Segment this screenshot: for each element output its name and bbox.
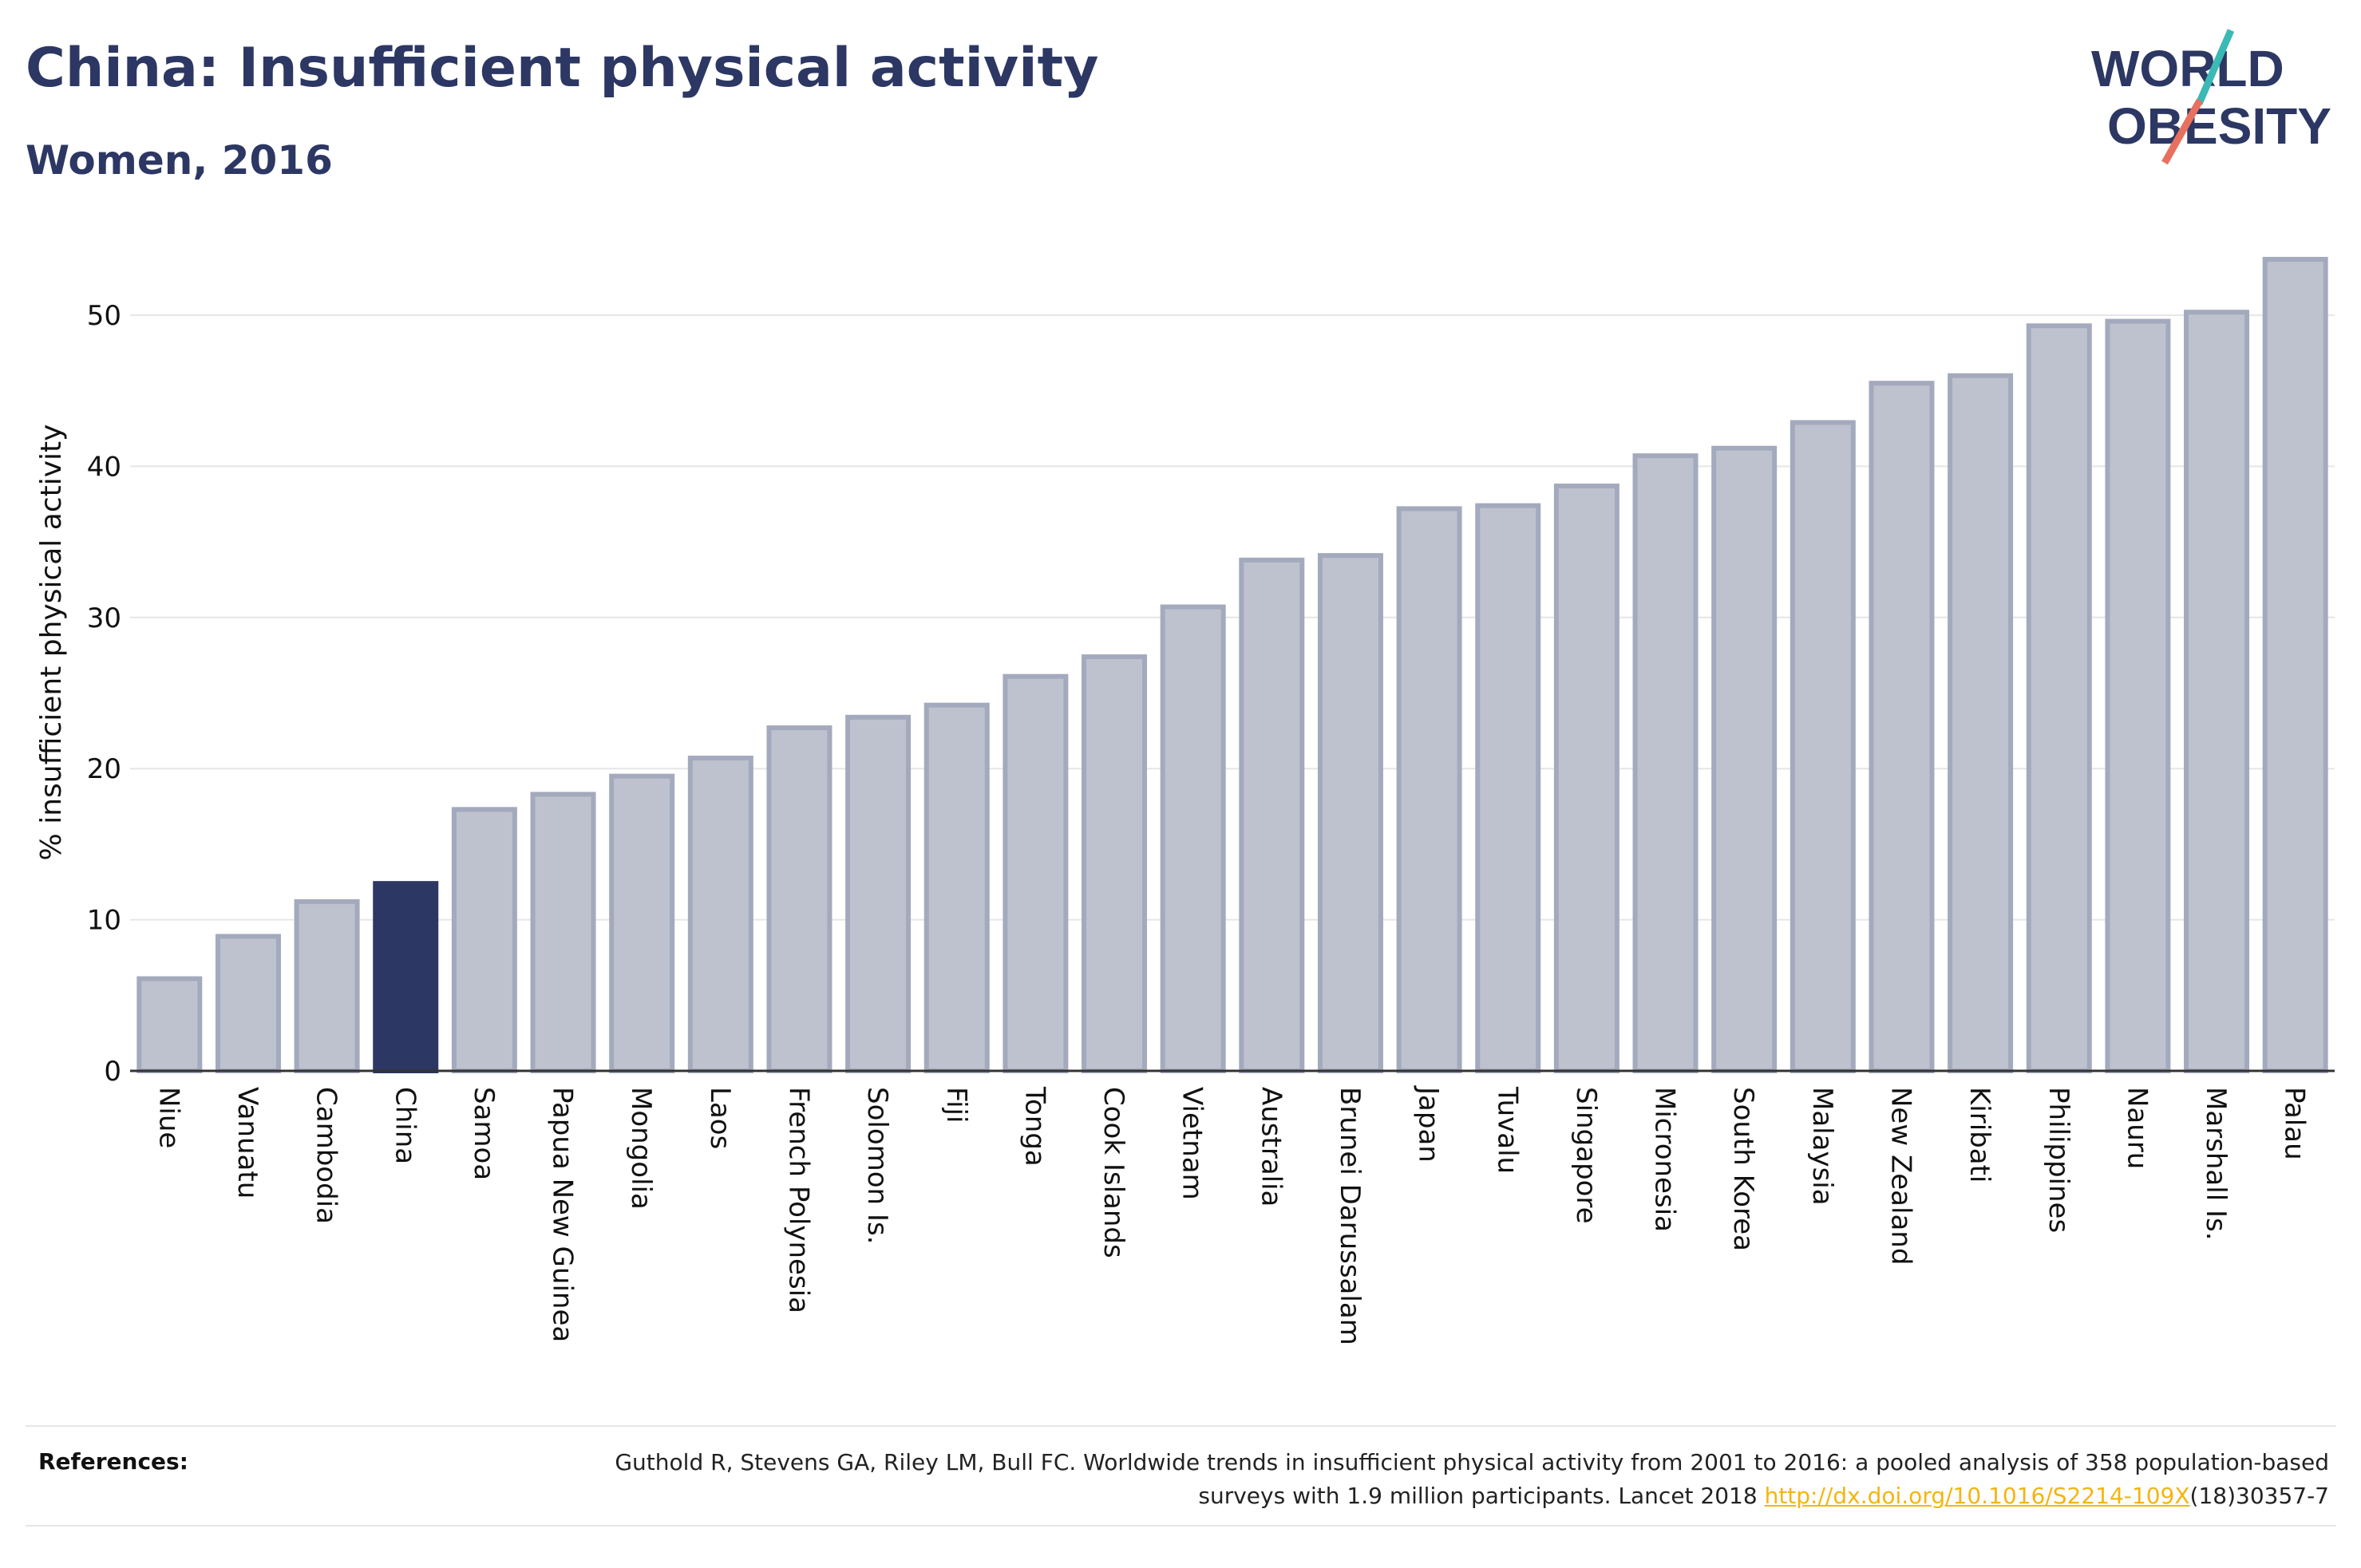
- references-text: Guthold R, Stevens GA, Riley LM, Bull FC…: [573, 1446, 2329, 1513]
- x-tick-label: Tonga: [1018, 1086, 1050, 1167]
- x-tick-label: Kiribati: [1964, 1087, 1995, 1183]
- bar-japan[interactable]: [1396, 506, 1462, 1073]
- bar-marshall-is[interactable]: [2184, 310, 2250, 1074]
- y-tick-label: 50: [87, 300, 121, 332]
- x-tick-label: French Polynesia: [782, 1087, 814, 1313]
- x-tick-label: Samoa: [468, 1087, 500, 1180]
- bar-new-zealand[interactable]: [1869, 381, 1935, 1074]
- logo-slash-teal: [2195, 29, 2235, 105]
- bar-samoa[interactable]: [451, 807, 517, 1073]
- x-tick-label: South Korea: [1727, 1087, 1759, 1251]
- logo-text-obesity: OBESITY: [2107, 97, 2331, 155]
- references-citation: Guthold R, Stevens GA, Riley LM, Bull FC…: [615, 1449, 2329, 1509]
- y-tick-label: 0: [104, 1056, 121, 1088]
- bar-cambodia[interactable]: [294, 899, 360, 1073]
- x-tick-label: Nauru: [2121, 1087, 2153, 1169]
- bar-laos[interactable]: [687, 755, 753, 1074]
- y-axis-label: % insufficient physical activity: [35, 425, 68, 861]
- bar-nauru[interactable]: [2105, 318, 2171, 1073]
- world-obesity-logo: WORLD OBESITY: [2091, 29, 2331, 165]
- x-tick-label: Singapore: [1570, 1087, 1602, 1224]
- logo-text-world: WORLD: [2091, 40, 2284, 97]
- x-tick-label: Palau: [2279, 1087, 2311, 1160]
- x-tick-label: Marshall Is.: [2200, 1087, 2232, 1241]
- bar-tonga[interactable]: [1003, 673, 1069, 1074]
- bar-vanuatu[interactable]: [215, 934, 281, 1073]
- y-tick-label: 40: [87, 451, 121, 483]
- x-tick-label: Solomon Is.: [861, 1087, 893, 1244]
- x-tick-label: Brunei Darussalam: [1334, 1087, 1366, 1345]
- bar-malaysia[interactable]: [1790, 420, 1856, 1073]
- bar-kiribati[interactable]: [1948, 373, 2014, 1073]
- page-subtitle: Women, 2016: [26, 137, 333, 184]
- bar-niue[interactable]: [136, 976, 203, 1073]
- references-citation-suffix: (18)30357-7: [2189, 1483, 2329, 1509]
- x-tick-label: Vanuatu: [231, 1087, 263, 1199]
- footer-divider-bottom: [26, 1525, 2336, 1527]
- bar-philippines[interactable]: [2026, 323, 2092, 1073]
- bar-palau[interactable]: [2262, 256, 2328, 1073]
- x-tick-label: Niue: [152, 1087, 184, 1148]
- references-doi-link[interactable]: http://dx.doi.org/10.1016/S2214-109X: [1764, 1483, 2190, 1509]
- bar-papua-new-guinea[interactable]: [530, 792, 596, 1073]
- x-tick-label: Mongolia: [625, 1087, 657, 1210]
- bar-south-korea[interactable]: [1711, 445, 1778, 1073]
- y-tick-label: 20: [87, 753, 121, 785]
- x-tick-label: Australia: [1255, 1087, 1287, 1207]
- bar-brunei-darussalam[interactable]: [1317, 553, 1383, 1073]
- x-tick-label: Laos: [704, 1087, 736, 1149]
- x-tick-label: Japan: [1413, 1085, 1445, 1163]
- bar-fiji[interactable]: [923, 702, 990, 1073]
- x-tick-label: China: [389, 1087, 421, 1164]
- bar-australia[interactable]: [1239, 557, 1305, 1073]
- bar-micronesia[interactable]: [1632, 453, 1699, 1073]
- x-tick-label: Cook Islands: [1097, 1087, 1129, 1258]
- bar-french-polynesia[interactable]: [766, 725, 832, 1073]
- bar-vietnam[interactable]: [1160, 604, 1226, 1073]
- page-title: China: Insufficient physical activity: [26, 37, 1099, 100]
- x-tick-label: Philippines: [2043, 1087, 2074, 1233]
- x-tick-label: Vietnam: [1177, 1087, 1208, 1200]
- bar-china[interactable]: [373, 881, 439, 1074]
- bar-singapore[interactable]: [1553, 484, 1619, 1073]
- x-tick-label: New Zealand: [1884, 1087, 1916, 1265]
- bar-mongolia[interactable]: [609, 773, 675, 1073]
- bar-tuvalu[interactable]: [1475, 503, 1541, 1073]
- x-tick-label: Malaysia: [1806, 1087, 1838, 1206]
- logo-slash-coral: [2161, 98, 2203, 165]
- y-tick-label: 30: [87, 602, 121, 634]
- x-tick-label: Cambodia: [310, 1087, 342, 1224]
- y-tick-label: 10: [87, 905, 121, 937]
- x-tick-label: Papua New Guinea: [547, 1087, 579, 1342]
- bar-solomon-is[interactable]: [845, 714, 912, 1074]
- references-label: References:: [38, 1448, 188, 1475]
- bar-cook-islands[interactable]: [1082, 654, 1148, 1073]
- x-tick-label: Tuvalu: [1491, 1086, 1523, 1174]
- x-tick-label: Fiji: [940, 1087, 972, 1123]
- footer-divider-top: [26, 1425, 2336, 1427]
- x-tick-label: Micronesia: [1649, 1087, 1681, 1232]
